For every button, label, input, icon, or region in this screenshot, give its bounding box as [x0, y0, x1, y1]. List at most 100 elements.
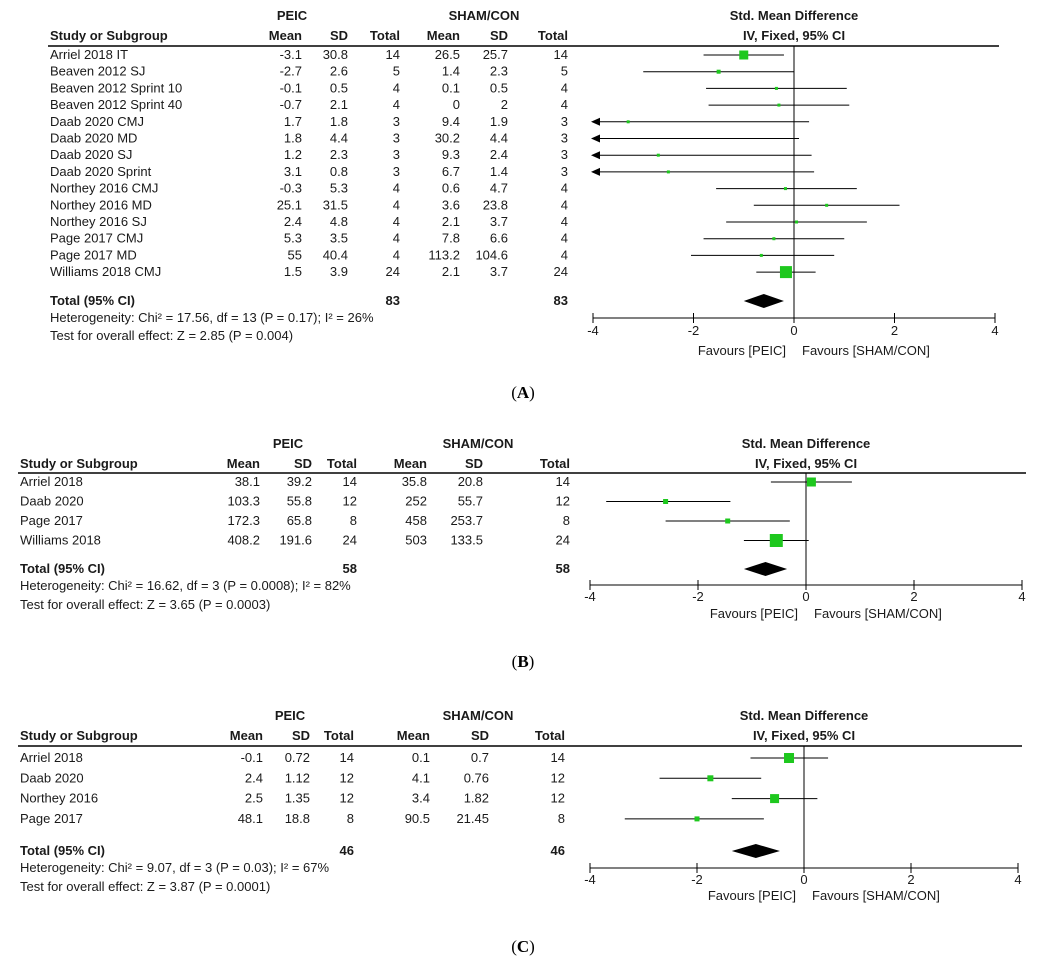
ci-arrow: [591, 134, 600, 143]
forest-plot-c: PEIC SHAM/CON Std. Mean Difference Study or…: [0, 700, 1047, 967]
total1-value: 24: [386, 264, 400, 279]
effect-marker: [739, 50, 749, 60]
forest-plot-a-svg: PEIC SHAM/CON Std. Mean Difference Study or…: [48, 8, 999, 402]
total1-value: 12: [340, 770, 354, 785]
total1-value: 8: [347, 811, 354, 826]
forest-plot-b: PEIC SHAM/CON Std. Mean Difference Study or…: [0, 430, 1047, 685]
mean1-value: -0.7: [280, 97, 302, 112]
total1-value: 8: [350, 513, 357, 528]
mean1-value: 2.4: [284, 214, 302, 229]
effect-marker: [666, 170, 670, 174]
group1-label: PEIC: [275, 708, 306, 723]
caption-paren-close: ): [529, 383, 535, 402]
mean2-value: 113.2: [428, 247, 460, 262]
total2-value: 4: [561, 247, 568, 262]
study-name: Arriel 2018 IT: [50, 47, 128, 62]
sd1-value: 3.9: [330, 264, 348, 279]
favours-right-label: Favours [SHAM/CON]: [814, 606, 942, 621]
study-name: Beaven 2012 SJ: [50, 64, 145, 79]
x-tick-label: 0: [802, 589, 809, 604]
total1-value: 24: [343, 533, 357, 548]
mean1-value: 38.1: [235, 474, 260, 489]
effect-title: Std. Mean Difference: [740, 708, 869, 723]
group1-label: PEIC: [273, 436, 304, 451]
mean2-value: 458: [405, 513, 427, 528]
effect-marker: [725, 518, 731, 524]
sd1-value: 31.5: [323, 197, 348, 212]
sd1-value: 30.8: [323, 47, 348, 62]
total2-value: 12: [551, 791, 565, 806]
caption-paren-open: (: [511, 383, 517, 402]
sd2-value: 253.7: [450, 513, 483, 528]
total1-sum: 58: [343, 561, 357, 576]
mean1-value: 1.5: [284, 264, 302, 279]
total1-sum: 83: [386, 293, 400, 308]
mean1-value: -2.7: [280, 64, 302, 79]
forest-plot-b-svg: PEIC SHAM/CON Std. Mean Difference Study or…: [18, 436, 1026, 671]
effect-marker: [707, 775, 714, 782]
x-tick-label: -4: [587, 323, 599, 338]
panel-caption: (B): [512, 652, 535, 671]
heterogeneity-text: Heterogeneity: Chi² = 17.56, df = 13 (P …: [50, 310, 374, 325]
sd1-value: 18.8: [285, 811, 310, 826]
sd2-value: 3.7: [490, 264, 508, 279]
total1-header: Total: [324, 728, 354, 743]
mean2-value: 503: [405, 533, 427, 548]
study-name: Page 2017: [20, 811, 83, 826]
mean1-value: -0.3: [280, 181, 302, 196]
effect-marker: [694, 816, 700, 822]
effect-marker: [626, 120, 630, 124]
mean2-header: Mean: [397, 728, 430, 743]
effect-marker: [656, 153, 660, 157]
sd1-value: 1.8: [330, 114, 348, 129]
mean1-value: -0.1: [241, 750, 263, 765]
study-name: Northey 2016 CMJ: [50, 181, 158, 196]
total1-value: 3: [393, 147, 400, 162]
study-name: Daab 2020 Sprint: [50, 164, 152, 179]
sd1-value: 1.35: [285, 791, 310, 806]
total2-value: 24: [556, 533, 570, 548]
mean2-value: 0.1: [412, 750, 430, 765]
total2-sum: 83: [554, 293, 568, 308]
overall-effect-text: Test for overall effect: Z = 3.87 (P = 0…: [20, 879, 270, 894]
total1-value: 14: [386, 47, 400, 62]
total1-value: 4: [393, 80, 400, 95]
total2-value: 24: [554, 264, 568, 279]
study-name: Arriel 2018: [20, 750, 83, 765]
favours-right-label: Favours [SHAM/CON]: [812, 888, 940, 903]
sd2-value: 23.8: [483, 197, 508, 212]
panel-caption: (C): [511, 937, 535, 956]
total2-value: 4: [561, 231, 568, 246]
caption-paren-open: (: [511, 937, 517, 956]
study-name: Daab 2020 MD: [50, 131, 137, 146]
sd1-value: 5.3: [330, 181, 348, 196]
total2-value: 4: [561, 181, 568, 196]
effect-marker: [783, 187, 787, 191]
sd2-header: SD: [471, 728, 489, 743]
caption-letter: B: [517, 652, 528, 671]
total1-value: 3: [393, 114, 400, 129]
effect-marker: [777, 103, 781, 107]
mean1-value: 3.1: [284, 164, 302, 179]
total1-sum: 46: [340, 843, 354, 858]
total2-value: 4: [561, 214, 568, 229]
effect-marker: [772, 237, 776, 241]
mean1-value: 408.2: [227, 533, 260, 548]
group1-label: PEIC: [277, 8, 308, 23]
caption-paren-close: ): [529, 937, 535, 956]
heterogeneity-text: Heterogeneity: Chi² = 16.62, df = 3 (P =…: [20, 578, 351, 593]
total2-value: 3: [561, 114, 568, 129]
study-name: Daab 2020 SJ: [50, 147, 132, 162]
pooled-diamond: [731, 844, 780, 858]
total1-value: 4: [393, 181, 400, 196]
study-name: Northey 2016 SJ: [50, 214, 147, 229]
mean1-header: Mean: [230, 728, 263, 743]
x-tick-label: 0: [790, 323, 797, 338]
effect-marker: [716, 69, 721, 74]
x-tick-label: -4: [584, 589, 596, 604]
total1-value: 12: [340, 791, 354, 806]
study-name: Williams 2018 CMJ: [50, 264, 161, 279]
mean1-value: 103.3: [227, 494, 260, 509]
effect-method: IV, Fixed, 95% CI: [753, 728, 855, 743]
sd1-value: 0.72: [285, 750, 310, 765]
